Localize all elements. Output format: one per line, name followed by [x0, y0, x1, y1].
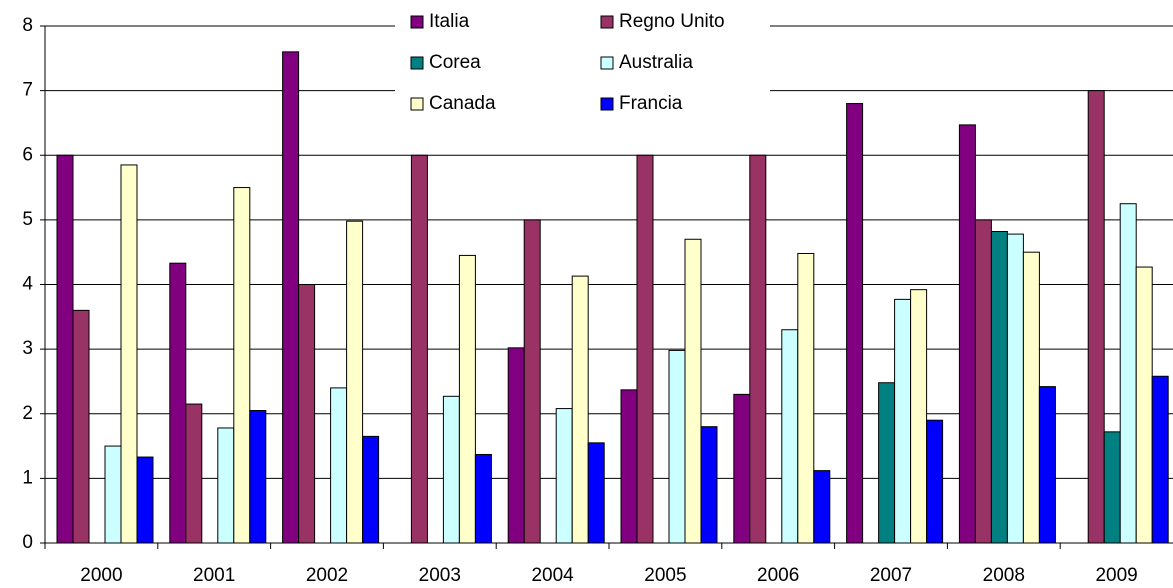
x-tick-label: 2009: [1095, 565, 1137, 586]
legend-label: Italia: [429, 11, 470, 32]
y-tick-label: 1: [22, 467, 33, 488]
x-tick-label: 2001: [193, 565, 235, 586]
bar: [185, 403, 203, 544]
bar: [571, 275, 589, 544]
bar: [813, 470, 831, 544]
bar: [797, 252, 815, 544]
bar: [458, 254, 476, 544]
bar: [56, 154, 74, 544]
legend-swatch: [600, 56, 614, 70]
x-tick-label: 2007: [870, 565, 912, 586]
bar: [104, 445, 122, 544]
x-tick-label: 2004: [531, 565, 574, 586]
bar: [169, 262, 187, 544]
bar: [249, 410, 267, 544]
bar: [410, 154, 428, 544]
bar: [926, 419, 944, 544]
y-tick-label: 8: [22, 15, 33, 36]
bar: [330, 387, 348, 544]
x-tick-label: 2000: [80, 565, 122, 586]
bar: [958, 124, 976, 544]
legend-swatch: [410, 97, 424, 111]
legend-swatch: [410, 56, 424, 70]
y-tick-label: 7: [22, 80, 33, 101]
y-tick-label: 3: [22, 338, 33, 359]
bar: [910, 289, 928, 544]
bar: [894, 298, 912, 544]
bar: [362, 435, 380, 544]
bar: [282, 51, 300, 544]
legend-box: [395, 0, 770, 98]
bar: [587, 442, 605, 544]
bar: [1119, 203, 1137, 544]
bar: [1135, 266, 1153, 544]
bar: [507, 347, 525, 544]
x-tick-label: 2002: [306, 565, 348, 586]
bar: [733, 393, 751, 544]
legend-label: Corea: [429, 52, 481, 73]
bar: [1103, 431, 1121, 544]
legend-label: Francia: [619, 93, 683, 114]
bar: [233, 187, 251, 544]
x-tick-label: 2008: [983, 565, 1025, 586]
x-tick-label: 2006: [757, 565, 799, 586]
bar: [523, 219, 541, 544]
bar: [846, 103, 864, 544]
y-tick-label: 5: [22, 209, 33, 230]
bar: [298, 284, 316, 544]
bar: [878, 382, 896, 544]
y-tick-label: 0: [22, 532, 33, 553]
bar: [136, 456, 154, 544]
legend-swatch: [600, 97, 614, 111]
bar: [346, 220, 364, 544]
y-tick-label: 4: [22, 274, 33, 295]
bar: [474, 453, 492, 544]
bar: [1087, 90, 1105, 544]
legend-swatch: [600, 15, 614, 29]
bar: [217, 427, 235, 544]
bar: [1006, 233, 1024, 544]
bar: [636, 154, 654, 544]
bar: [749, 154, 767, 544]
x-tick-label: 2003: [419, 565, 461, 586]
bar: [1022, 251, 1040, 544]
legend-label: Australia: [619, 52, 693, 73]
y-tick-label: 6: [22, 144, 33, 165]
bar: [700, 426, 718, 544]
bar: [1038, 386, 1056, 544]
legend-label: Canada: [429, 93, 496, 114]
bar: [1151, 375, 1169, 544]
legend-label: Regno Unito: [619, 11, 725, 32]
bar: [781, 329, 799, 544]
bar: [974, 219, 992, 544]
y-tick-label: 2: [22, 403, 33, 424]
legend-swatch: [410, 15, 424, 29]
bar: [684, 238, 702, 544]
bar: [120, 164, 138, 544]
bar: [72, 309, 90, 544]
bar: [668, 349, 686, 544]
bar: [555, 408, 573, 544]
bar: [620, 389, 638, 544]
bar: [442, 395, 460, 544]
bar: [990, 231, 1008, 544]
x-tick-label: 2005: [644, 565, 686, 586]
